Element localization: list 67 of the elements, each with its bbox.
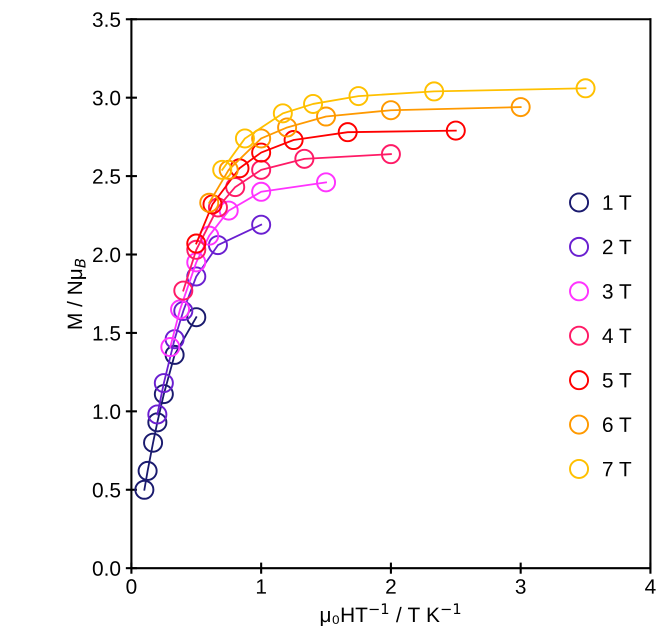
point [208,235,228,256]
point [251,214,272,235]
y-axis-title: M / Nμ$_{B}$ [66,258,86,328]
point [208,197,228,218]
point [186,234,206,254]
point [316,172,336,192]
x-tick-label: 0 [126,579,136,594]
point [186,240,206,260]
y-tick-label: 0.5 [92,482,120,498]
point [338,122,358,142]
point [154,373,174,394]
point [186,252,206,272]
y-tick-label: 2.5 [93,169,120,184]
point [138,460,158,481]
point [229,158,250,178]
y-tick-label: 1.5 [94,326,120,341]
point [380,100,401,120]
legend-label: 1 T [604,195,632,210]
y-tick-label: 1.0 [94,404,120,420]
legend-label: 6 T [603,417,632,432]
point [284,130,304,150]
point [143,432,164,453]
legend-label: 5 T [602,373,632,388]
point [348,86,368,106]
point [186,266,206,286]
x-axis-title: μ₀HT$^{−1}$ / T K$^{−1}$ [320,603,460,626]
y-tick-label: 2.0 [93,248,120,262]
point [510,97,531,118]
point [277,117,298,138]
point [225,177,246,198]
point [164,344,185,365]
point [212,160,232,180]
point [147,412,168,432]
y-tick-label: 3.0 [92,90,120,106]
x-tick-label: 2 [386,579,396,594]
point [147,404,168,424]
point [134,480,154,500]
point [294,148,314,169]
y-tick-label: 3.5 [92,12,120,28]
legend-label: 4 T [602,328,632,344]
x-tick-label: 1 [256,579,266,594]
point [160,337,180,358]
legend-label: 7 T [603,462,632,476]
point [576,78,596,98]
point [186,307,206,328]
legend-label: 3 T [602,284,632,299]
point [251,160,272,180]
point [164,329,185,350]
point [251,182,272,202]
point [316,106,336,126]
point [303,94,324,114]
point [446,120,466,141]
legend-label: 2 T [602,240,632,254]
y-tick-label: 0.0 [92,561,120,576]
point [199,226,220,246]
point [380,144,401,164]
point [251,128,272,148]
x-tick-label: 3 [516,579,526,594]
point [251,142,272,163]
point [218,160,239,180]
point [154,384,174,404]
point [234,128,255,148]
point [218,200,239,221]
x-tick-label: 4 [645,579,656,594]
point [272,103,293,124]
point [424,81,444,102]
point [173,280,194,301]
